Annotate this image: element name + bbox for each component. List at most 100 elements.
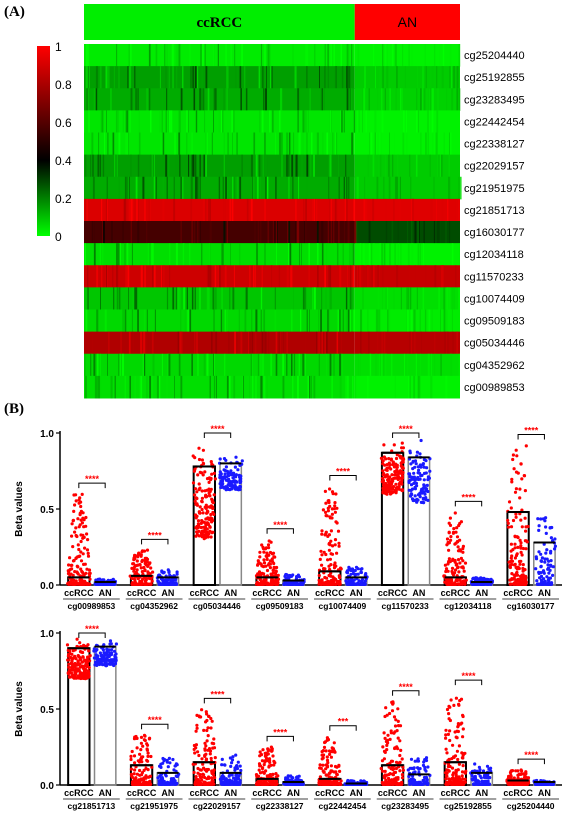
heatmap-stripe	[372, 154, 375, 178]
heatmap-stripe	[421, 331, 422, 355]
significance-stars: ****	[85, 474, 100, 484]
point-ccrcc	[394, 482, 398, 486]
heatmap-stripe	[249, 375, 250, 399]
heatmap-stripe	[317, 243, 319, 266]
point-ccrcc	[512, 467, 516, 471]
point-ccrcc	[400, 488, 404, 492]
point-ccrcc	[201, 461, 205, 465]
point-an	[422, 483, 426, 487]
significance-stars: ****	[273, 727, 288, 737]
heatmap-stripe	[340, 110, 343, 133]
heatmap-stripe	[203, 44, 205, 67]
heatmap-stripe	[245, 287, 248, 310]
heatmap-stripe	[133, 331, 134, 355]
point-an	[168, 761, 172, 765]
heatmap-stripe	[227, 331, 229, 355]
heatmap-stripe	[199, 176, 201, 200]
point-ccrcc	[78, 672, 82, 676]
point-ccrcc	[463, 561, 468, 565]
heatmap-stripe	[191, 132, 193, 156]
point-ccrcc	[333, 510, 337, 514]
colorbar	[37, 46, 50, 236]
heatmap-stripe	[385, 132, 387, 156]
heatmap-stripe	[124, 243, 126, 266]
heatmap-cell-an	[354, 44, 460, 67]
heatmap-stripe	[423, 88, 426, 111]
point-ccrcc	[524, 444, 528, 448]
heatmap-stripe	[275, 132, 276, 156]
point-ccrcc	[272, 759, 276, 763]
heatmap-stripe	[459, 88, 461, 111]
point-ccrcc	[382, 455, 386, 459]
heatmap-stripe	[374, 110, 377, 133]
point-ccrcc	[451, 571, 455, 576]
point-ccrcc	[519, 546, 523, 550]
heatmap-stripe	[335, 132, 338, 156]
heatmap-stripe	[180, 88, 183, 111]
point-ccrcc	[513, 490, 518, 494]
heatmap-stripe	[94, 375, 97, 399]
heatmap-stripe	[244, 309, 247, 333]
heatmap-stripe	[316, 198, 318, 222]
point-ccrcc	[265, 554, 269, 559]
heatmap-stripe	[264, 331, 267, 355]
heatmap-stripe	[95, 66, 98, 89]
point-an	[173, 779, 177, 783]
heatmap-stripe	[175, 243, 178, 266]
heatmap-stripe	[351, 44, 353, 67]
heatmap-stripe	[407, 309, 409, 333]
point-ccrcc	[210, 462, 214, 466]
heatmap-stripe	[236, 132, 238, 156]
heatmap-stripe	[280, 88, 283, 111]
heatmap-stripe	[168, 110, 171, 133]
point-ccrcc	[199, 521, 203, 525]
point-an	[95, 661, 100, 665]
heatmap-stripe	[382, 154, 384, 178]
heatmap-stripe	[396, 265, 399, 288]
point-ccrcc	[512, 573, 516, 577]
heatmap-stripe	[436, 221, 439, 244]
point-ccrcc	[339, 779, 343, 783]
heatmap-stripe	[384, 88, 386, 111]
heatmap-stripe	[312, 154, 315, 178]
heatmap-stripe	[250, 154, 253, 178]
heatmap-stripe	[85, 154, 87, 178]
heatmap-stripe	[209, 221, 212, 244]
heatmap-stripe	[230, 243, 231, 266]
heatmap-stripe	[125, 110, 128, 133]
heatmap-stripe	[190, 66, 192, 89]
point-ccrcc	[191, 454, 195, 458]
point-ccrcc	[83, 579, 87, 583]
heatmap-stripe	[178, 110, 181, 133]
point-ccrcc	[453, 568, 458, 572]
heatmap-stripe	[355, 221, 358, 244]
heatmap-stripe	[194, 287, 196, 310]
heatmap-stripe	[166, 44, 169, 67]
point-ccrcc	[77, 498, 81, 502]
significance-bracket	[266, 735, 294, 742]
point-an	[425, 483, 429, 487]
point-ccrcc	[327, 542, 331, 546]
point-an	[548, 526, 552, 530]
heatmap-stripe	[226, 375, 229, 399]
point-an	[220, 476, 224, 480]
point-an	[541, 517, 546, 521]
heatmap-stripe	[264, 243, 266, 266]
point-ccrcc	[203, 494, 208, 498]
heatmap-stripe	[208, 198, 210, 222]
heatmap-stripe	[154, 265, 156, 288]
heatmap-stripe	[425, 132, 427, 156]
heatmap-stripe	[260, 353, 262, 377]
point-an	[553, 544, 558, 548]
group-separator	[84, 40, 460, 44]
heatmap-stripe	[222, 176, 224, 200]
heatmap-stripe	[247, 198, 249, 222]
point-an	[421, 486, 426, 490]
heatmap-stripe	[298, 176, 300, 200]
point-ccrcc	[71, 573, 75, 577]
heatmap-stripe	[191, 287, 194, 310]
point-ccrcc	[67, 662, 71, 666]
point-an	[357, 579, 361, 583]
colorbar-tick: 0.8	[55, 78, 72, 92]
heatmap-stripe	[182, 66, 184, 89]
